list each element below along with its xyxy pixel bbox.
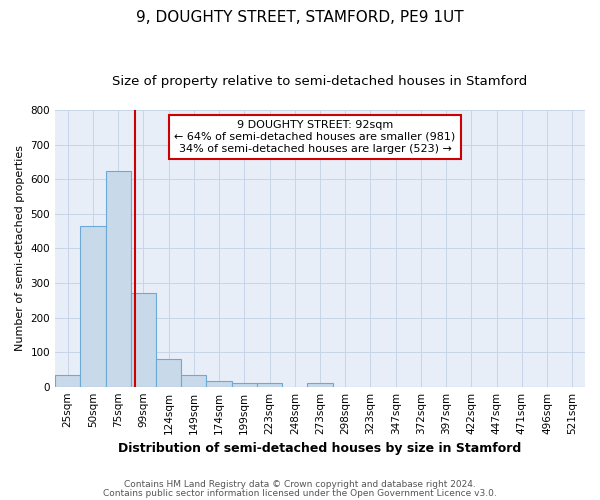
Bar <box>307 383 332 386</box>
Bar <box>55 374 80 386</box>
X-axis label: Distribution of semi-detached houses by size in Stamford: Distribution of semi-detached houses by … <box>118 442 521 455</box>
Bar <box>232 383 257 386</box>
Bar <box>181 374 206 386</box>
Text: Contains public sector information licensed under the Open Government Licence v3: Contains public sector information licen… <box>103 488 497 498</box>
Bar <box>80 226 106 386</box>
Bar <box>131 294 156 386</box>
Bar <box>106 170 131 386</box>
Text: 9 DOUGHTY STREET: 92sqm
← 64% of semi-detached houses are smaller (981)
34% of s: 9 DOUGHTY STREET: 92sqm ← 64% of semi-de… <box>175 120 455 154</box>
Bar <box>257 383 282 386</box>
Title: Size of property relative to semi-detached houses in Stamford: Size of property relative to semi-detach… <box>112 75 527 88</box>
Bar <box>156 359 181 386</box>
Text: 9, DOUGHTY STREET, STAMFORD, PE9 1UT: 9, DOUGHTY STREET, STAMFORD, PE9 1UT <box>136 10 464 25</box>
Y-axis label: Number of semi-detached properties: Number of semi-detached properties <box>15 146 25 352</box>
Bar <box>206 382 232 386</box>
Text: Contains HM Land Registry data © Crown copyright and database right 2024.: Contains HM Land Registry data © Crown c… <box>124 480 476 489</box>
